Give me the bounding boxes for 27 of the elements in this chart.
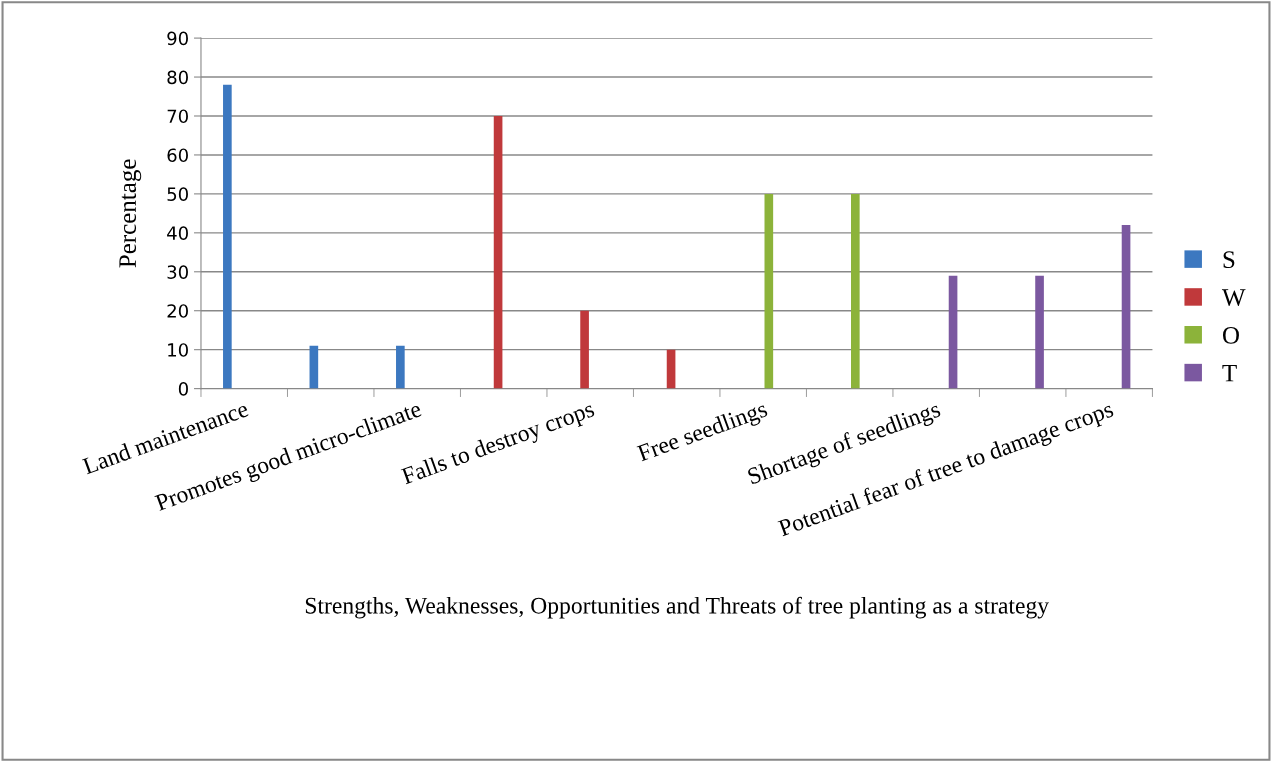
bar [948,275,958,389]
y-tick-label: 0 [178,382,188,396]
bar [666,349,676,389]
bar [764,193,774,389]
bar [396,345,405,389]
bar [850,193,860,389]
y-axis-title: Percentage [119,159,142,268]
legend-label: S [1223,251,1235,269]
y-tick-label: 40 [167,226,188,240]
bar [580,310,589,389]
y-tick-label: 30 [167,265,188,279]
y-tick-label: 10 [168,343,188,357]
y-tick-label: 60 [167,148,188,163]
y-tick-label: 90 [167,31,188,46]
legend-label: W [1221,289,1246,307]
bar [1121,225,1131,389]
y-tick-label: 50 [167,187,188,201]
bar [1035,275,1044,389]
legend-label: T [1222,364,1237,382]
legend-label: O [1222,326,1239,344]
bar [309,345,319,389]
y-tick-label: 70 [167,109,188,124]
bar [493,115,503,389]
y-tick-label: 80 [167,70,188,85]
x-axis-title: Strengths, Weaknesses, Opportunities and Threats of tree planting as a strategy [305,596,1049,619]
y-tick-label: 20 [167,304,188,318]
bar [223,84,232,389]
